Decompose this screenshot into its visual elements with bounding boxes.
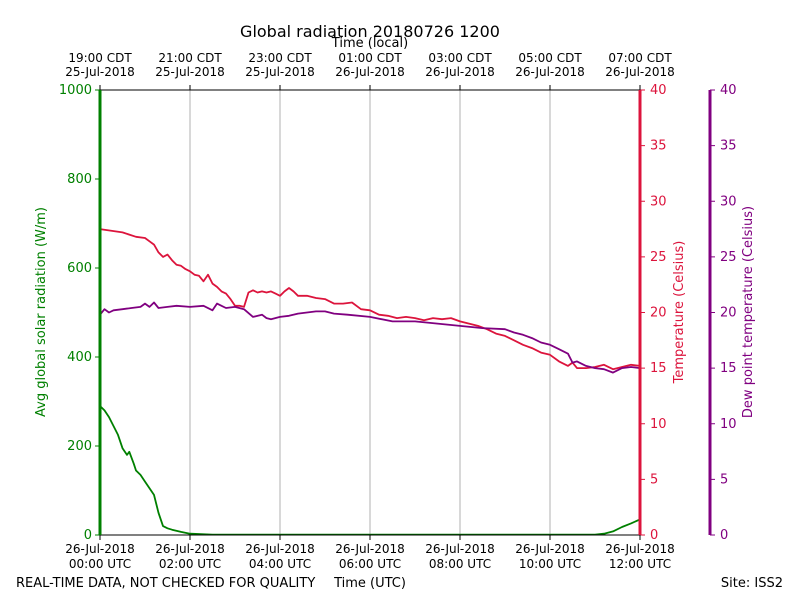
right-tick-label: 30	[650, 194, 667, 209]
top-tick-label-date: 26-Jul-2018	[335, 65, 405, 79]
series-line-temperature	[99, 228, 641, 371]
bottom-tick-label-time: 10:00 UTC	[519, 557, 581, 571]
right-tick-label: 10	[650, 417, 667, 432]
top-tick-label-date: 25-Jul-2018	[245, 65, 315, 79]
footer-left: REAL-TIME DATA, NOT CHECKED FOR QUALITY	[16, 576, 315, 591]
footer-right: Site: ISS2	[721, 576, 783, 591]
chart-title: Global radiation 20180726 1200	[240, 22, 500, 41]
left-tick-label: 800	[67, 172, 92, 187]
top-tick-label-time: 21:00 CDT	[158, 51, 222, 65]
right-axis: 0 5 10 15 20 25 30 35 40	[638, 83, 667, 543]
left-axis: 0 200 400 600 800 1000	[59, 83, 102, 543]
left-tick-label: 1000	[59, 83, 92, 98]
top-tick-label-date: 25-Jul-2018	[65, 65, 135, 79]
right2-tick-label: 15	[720, 361, 737, 376]
bottom-tick-label-date: 26-Jul-2018	[425, 542, 495, 556]
top-tick-label-time: 07:00 CDT	[608, 51, 672, 65]
right2-tick-label: 5	[720, 472, 728, 487]
bottom-tick-label-date: 26-Jul-2018	[155, 542, 225, 556]
top-tick-label-date: 25-Jul-2018	[155, 65, 225, 79]
right-tick-label: 25	[650, 250, 667, 265]
right2-tick-label: 20	[720, 306, 737, 321]
right-tick-label: 5	[650, 472, 658, 487]
right-tick-label: 35	[650, 139, 667, 154]
left-tick-label: 400	[67, 350, 92, 365]
series-line-dewpoint	[99, 301, 641, 374]
bottom-tick-label-time: 06:00 UTC	[339, 557, 401, 571]
right2-tick-label: 35	[720, 139, 737, 154]
top-tick-label-time: 03:00 CDT	[428, 51, 492, 65]
bottom-tick-label-date: 26-Jul-2018	[605, 542, 675, 556]
right-tick-label: 0	[650, 528, 658, 543]
top-tick-label-time: 05:00 CDT	[518, 51, 582, 65]
x-axis-label: Time (UTC)	[333, 576, 406, 591]
bottom-tick-label-time: 04:00 UTC	[249, 557, 311, 571]
bottom-tick-label-time: 00:00 UTC	[69, 557, 131, 571]
left-tick-label: 0	[84, 528, 92, 543]
top-tick-label-date: 26-Jul-2018	[425, 65, 495, 79]
top-tick-label-time: 23:00 CDT	[248, 51, 312, 65]
bottom-tick-label-time: 08:00 UTC	[429, 557, 491, 571]
left-axis-label: Avg global solar radiation (W/m)	[34, 207, 49, 417]
right2-axis: 0 5 10 15 20 25 30 35 40	[708, 83, 737, 543]
right-tick-label: 20	[650, 306, 667, 321]
left-tick-label: 200	[67, 439, 92, 454]
top-tick-label-time: 19:00 CDT	[68, 51, 132, 65]
grid-lines	[189, 90, 551, 535]
top-axis-label: Time (local)	[331, 36, 408, 51]
bottom-tick-label-date: 26-Jul-2018	[65, 542, 135, 556]
bottom-tick-label-time: 02:00 UTC	[159, 557, 221, 571]
right2-tick-label: 40	[720, 83, 737, 98]
right2-tick-label: 0	[720, 528, 728, 543]
right2-tick-label: 10	[720, 417, 737, 432]
right2-tick-label: 25	[720, 250, 737, 265]
bottom-tick-label-date: 26-Jul-2018	[515, 542, 585, 556]
right-axis-label: Temperature (Celsius)	[672, 241, 687, 385]
top-tick-label-date: 26-Jul-2018	[515, 65, 585, 79]
bottom-tick-label-date: 26-Jul-2018	[335, 542, 405, 556]
bottom-tick-label-date: 26-Jul-2018	[245, 542, 315, 556]
right2-axis-label: Dew point temperature (Celsius)	[741, 206, 756, 418]
top-tick-label-time: 01:00 CDT	[338, 51, 402, 65]
left-tick-label: 600	[67, 261, 92, 276]
right-tick-label: 40	[650, 83, 667, 98]
bottom-tick-label-time: 12:00 UTC	[609, 557, 671, 571]
right-tick-label: 15	[650, 361, 667, 376]
right2-tick-label: 30	[720, 194, 737, 209]
top-tick-label-date: 26-Jul-2018	[605, 65, 675, 79]
